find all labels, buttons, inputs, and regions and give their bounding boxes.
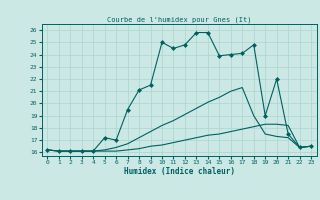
X-axis label: Humidex (Indice chaleur): Humidex (Indice chaleur) [124,167,235,176]
Title: Courbe de l'humidex pour Gnes (It): Courbe de l'humidex pour Gnes (It) [107,16,252,23]
